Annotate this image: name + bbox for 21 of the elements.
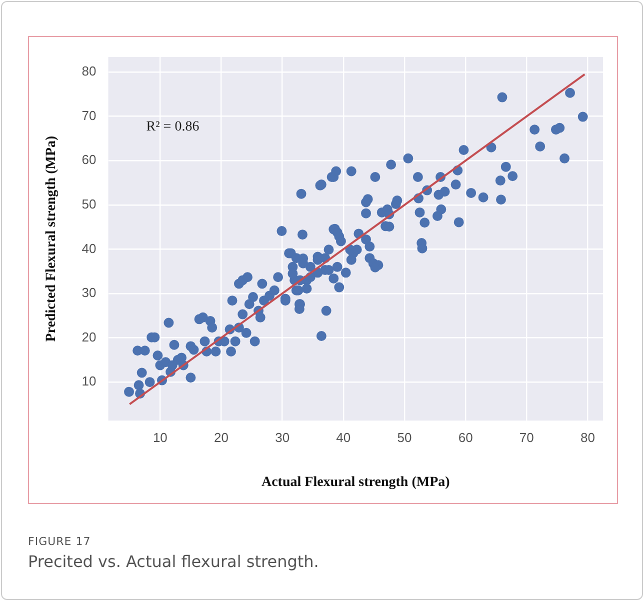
x-tick-label: 10 (152, 430, 168, 445)
y-tick-label: 30 (82, 285, 96, 300)
y-tick-label: 10 (82, 374, 96, 389)
y-tick-label: 60 (82, 152, 96, 168)
annotation: R² = 0.86 (146, 120, 200, 135)
text: Precited vs. Actual flexural strength. (28, 552, 319, 571)
y-tick-label: 20 (82, 329, 96, 344)
y-tick-label: 80 (82, 64, 96, 79)
x-tick-label: 70 (519, 430, 534, 445)
x-tick-label: 40 (336, 430, 351, 445)
x-tick-label: 30 (275, 430, 290, 445)
x-tick-label: 80 (580, 430, 595, 445)
x-axis-title: Actual Flexural strength (MPa) (261, 475, 450, 490)
y-tick-label: 70 (82, 108, 96, 123)
caption: FIGURE 17 (28, 535, 91, 548)
x-tick-label: 20 (214, 430, 228, 445)
y-tick-label: 40 (82, 240, 96, 256)
x-tick-label: 50 (397, 430, 412, 445)
y-tick-label: 50 (82, 196, 96, 212)
y-axis-title: Predicted Flexural strength (MPa) (44, 136, 60, 342)
x-tick-label: 60 (458, 430, 473, 445)
